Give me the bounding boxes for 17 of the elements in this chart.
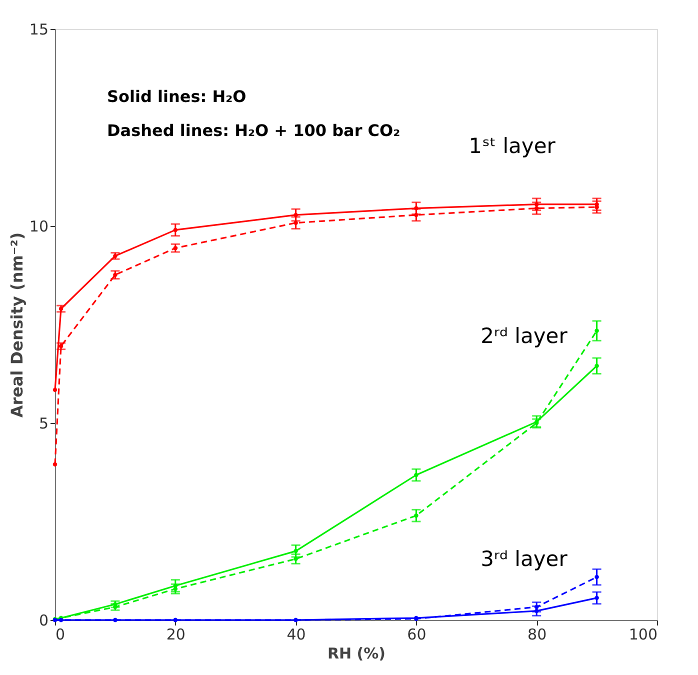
x-tick-label: 0 (56, 626, 66, 644)
x-tick-label: 60 (407, 626, 426, 644)
x-tick-label: 20 (166, 626, 186, 644)
x-axis-title: RH (%) (327, 644, 386, 662)
annotation: 2ʳᵈ layer (480, 324, 568, 348)
y-tick-label: 0 (38, 612, 48, 630)
x-tick-label: 80 (528, 626, 547, 644)
annotation: 3ʳᵈ layer (480, 547, 568, 571)
annotation: Solid lines: H₂O (107, 87, 246, 106)
y-tick-label: 10 (29, 218, 48, 236)
x-tick-label: 100 (628, 626, 658, 644)
annotation: 1ˢᵗ layer (468, 134, 556, 158)
y-axis-title: Areal Density (nm⁻²) (7, 232, 26, 418)
y-tick-label: 15 (29, 20, 48, 38)
y-tick-label: 5 (38, 414, 48, 432)
x-tick-label: 40 (286, 626, 306, 644)
annotation: Dashed lines: H₂O + 100 bar CO₂ (107, 121, 400, 140)
